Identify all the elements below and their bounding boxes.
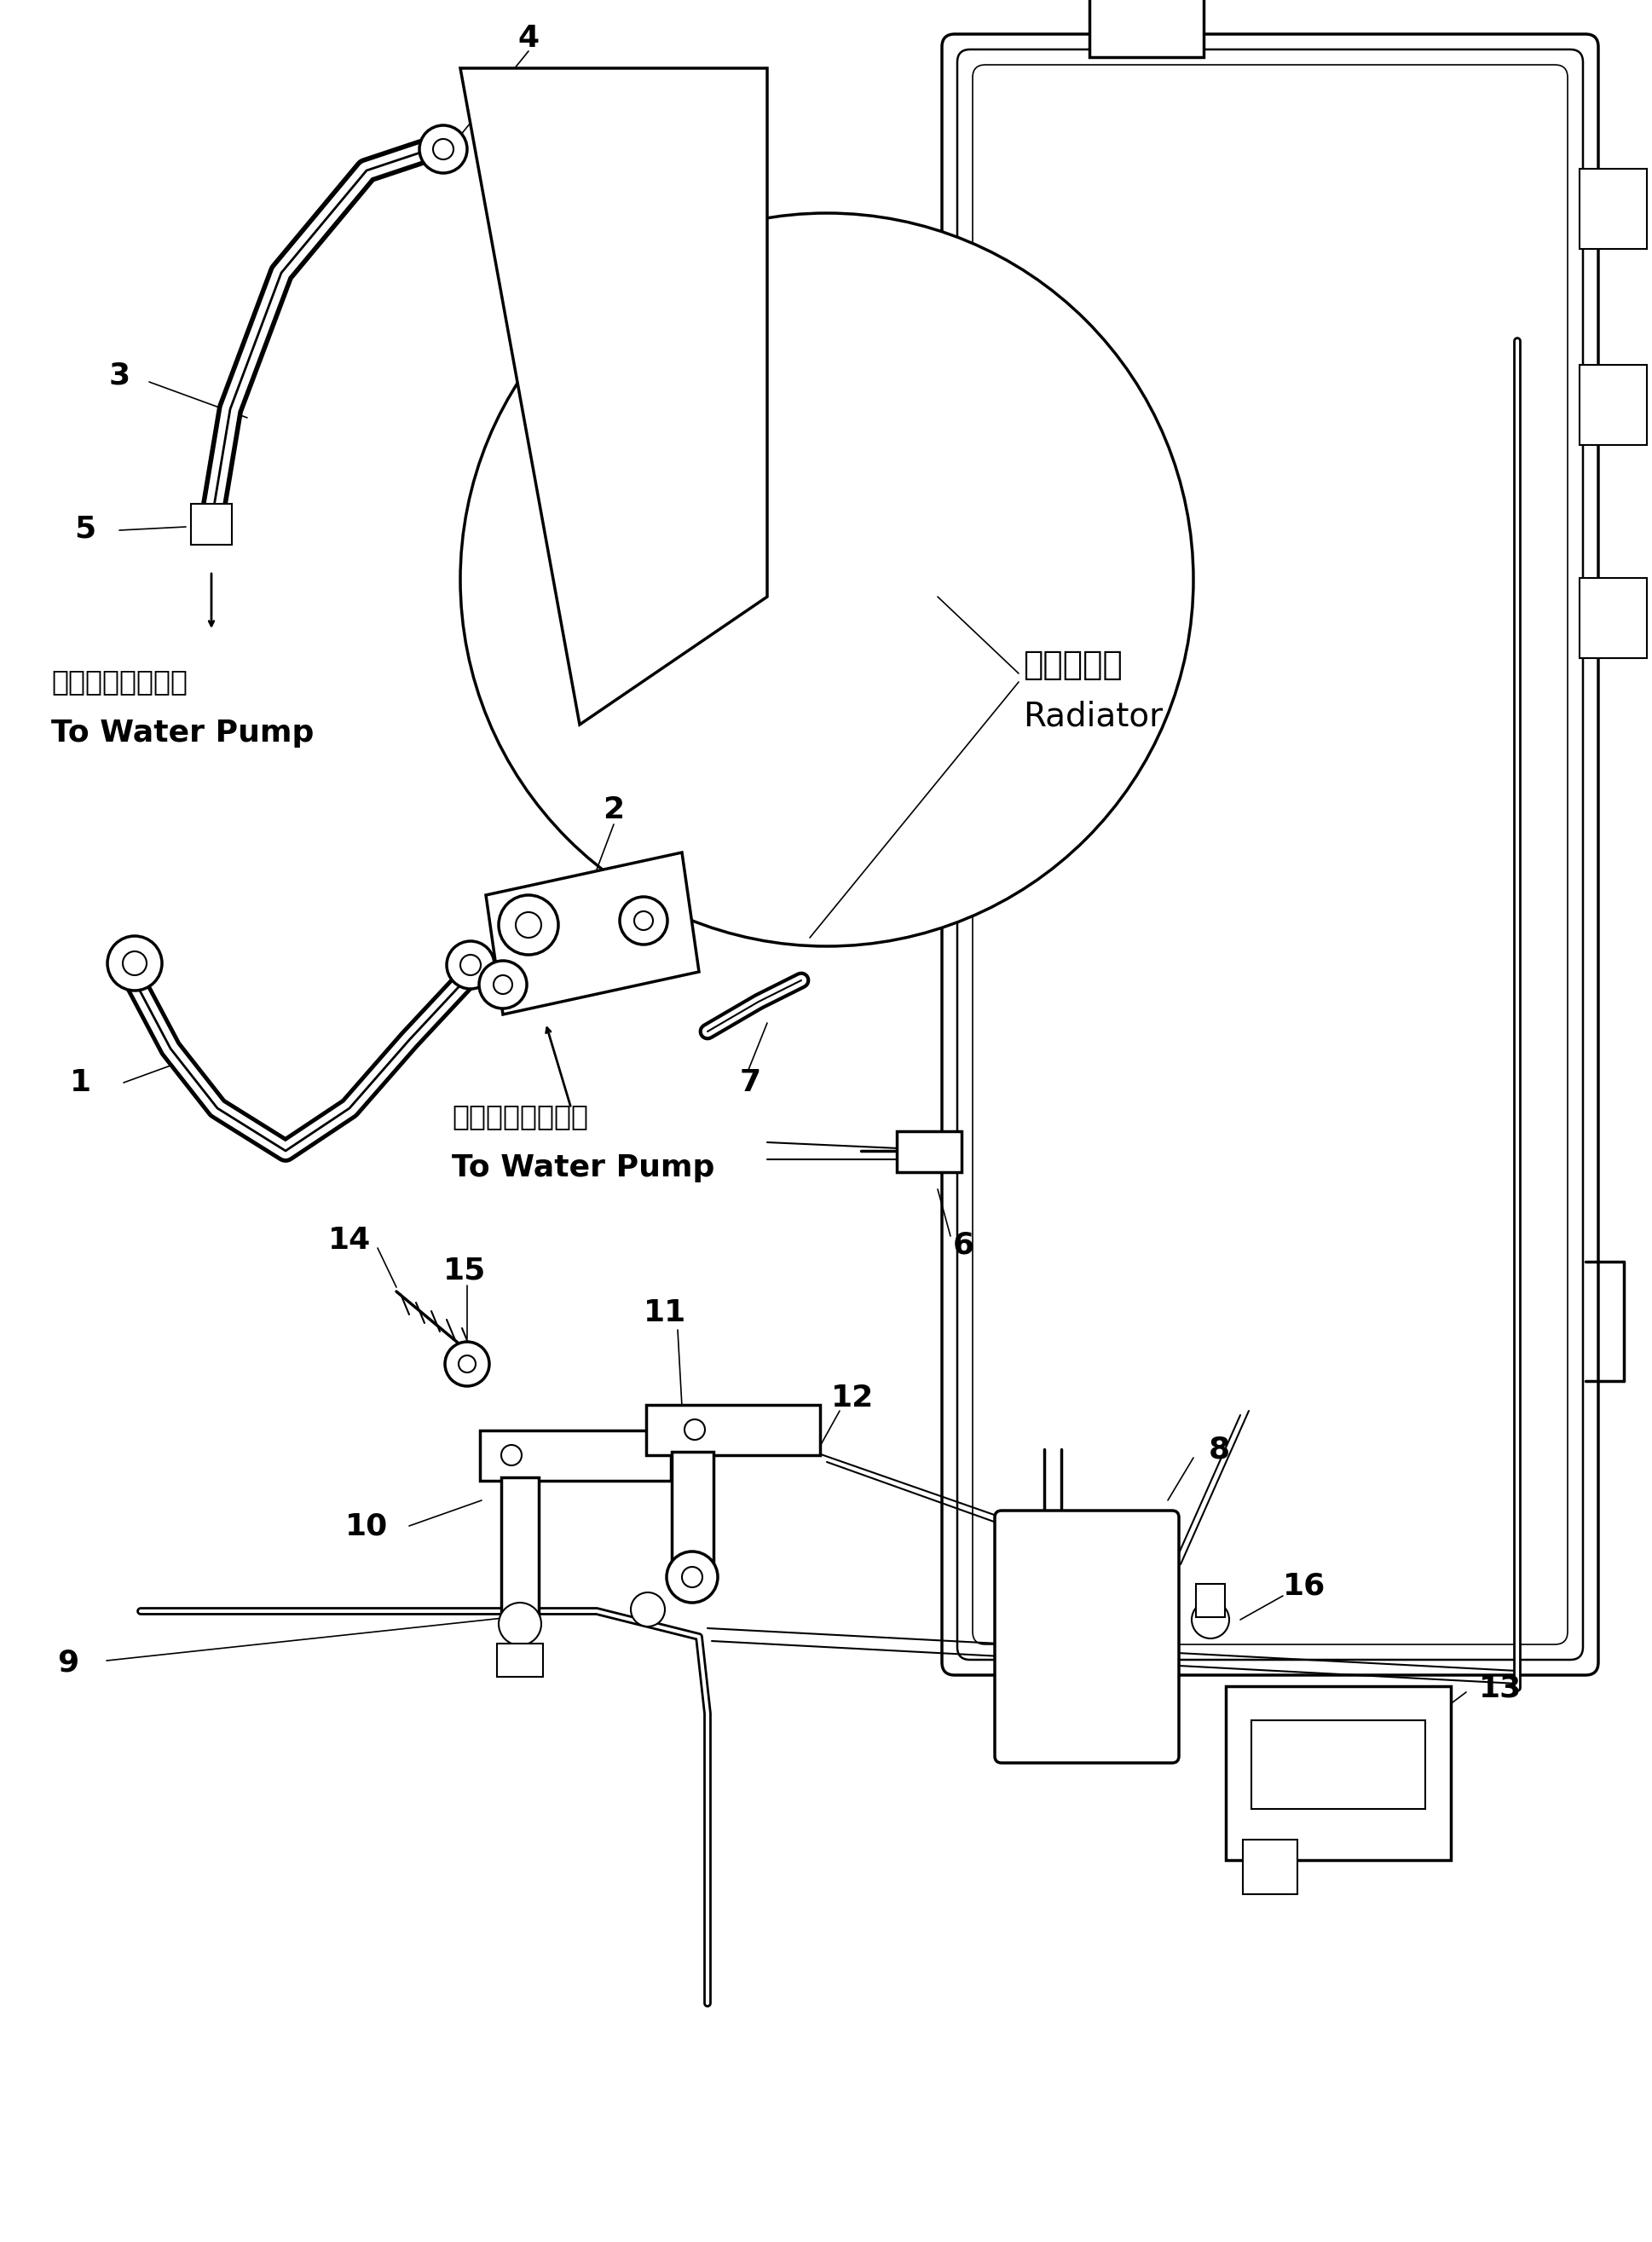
Circle shape (446, 942, 494, 989)
FancyBboxPatch shape (1226, 1686, 1450, 1861)
Circle shape (122, 951, 147, 975)
Text: To Water Pump: To Water Pump (451, 1152, 715, 1182)
FancyBboxPatch shape (942, 34, 1597, 1675)
FancyBboxPatch shape (1196, 1583, 1224, 1616)
Text: 16: 16 (1284, 1572, 1325, 1601)
Text: 12: 12 (831, 1383, 874, 1412)
FancyBboxPatch shape (1089, 0, 1204, 56)
Circle shape (631, 1592, 664, 1625)
Circle shape (433, 139, 454, 159)
Circle shape (684, 1419, 705, 1439)
Circle shape (461, 955, 481, 975)
Text: 1: 1 (71, 1067, 93, 1096)
Text: 15: 15 (443, 1256, 486, 1285)
Text: 9: 9 (58, 1648, 79, 1677)
FancyBboxPatch shape (672, 1453, 714, 1565)
Circle shape (1191, 1601, 1229, 1639)
Circle shape (620, 897, 667, 944)
Text: 7: 7 (740, 1067, 762, 1096)
Circle shape (501, 1444, 522, 1466)
FancyBboxPatch shape (1242, 1841, 1297, 1894)
FancyBboxPatch shape (973, 65, 1568, 1643)
Text: 13: 13 (1479, 1673, 1521, 1702)
Circle shape (499, 895, 558, 955)
FancyBboxPatch shape (995, 1511, 1180, 1762)
FancyBboxPatch shape (1579, 578, 1647, 659)
Circle shape (461, 213, 1193, 946)
FancyBboxPatch shape (501, 1477, 539, 1616)
FancyBboxPatch shape (646, 1406, 819, 1455)
Polygon shape (486, 852, 699, 1013)
Text: 4: 4 (517, 25, 539, 54)
Text: 6: 6 (953, 1231, 975, 1260)
Text: ウォータポンプへ: ウォータポンプへ (451, 1103, 588, 1130)
Circle shape (515, 912, 542, 937)
Circle shape (420, 126, 468, 173)
Circle shape (682, 1567, 702, 1587)
FancyBboxPatch shape (1579, 365, 1647, 444)
Text: ラジエータ: ラジエータ (1023, 648, 1123, 682)
FancyBboxPatch shape (497, 1643, 544, 1677)
Polygon shape (461, 67, 767, 724)
FancyBboxPatch shape (1579, 168, 1647, 249)
FancyBboxPatch shape (1251, 1720, 1426, 1809)
Circle shape (499, 1603, 542, 1646)
Circle shape (667, 1551, 717, 1603)
Circle shape (444, 1341, 489, 1386)
Text: 14: 14 (329, 1226, 372, 1256)
Text: 8: 8 (1208, 1435, 1229, 1464)
Text: ウォータポンプへ: ウォータポンプへ (51, 668, 188, 695)
Text: 2: 2 (603, 796, 624, 825)
Text: Radiator: Radiator (1023, 700, 1163, 733)
Text: 10: 10 (345, 1511, 388, 1540)
Circle shape (479, 962, 527, 1009)
Circle shape (634, 910, 653, 930)
FancyBboxPatch shape (192, 504, 231, 545)
Circle shape (107, 935, 162, 991)
Circle shape (494, 975, 512, 993)
Circle shape (459, 1356, 476, 1372)
FancyBboxPatch shape (481, 1430, 671, 1480)
Text: 5: 5 (74, 513, 96, 543)
Text: 3: 3 (109, 361, 131, 390)
FancyBboxPatch shape (957, 49, 1583, 1659)
FancyBboxPatch shape (897, 1132, 961, 1173)
Text: 11: 11 (644, 1298, 686, 1327)
Text: To Water Pump: To Water Pump (51, 720, 314, 747)
